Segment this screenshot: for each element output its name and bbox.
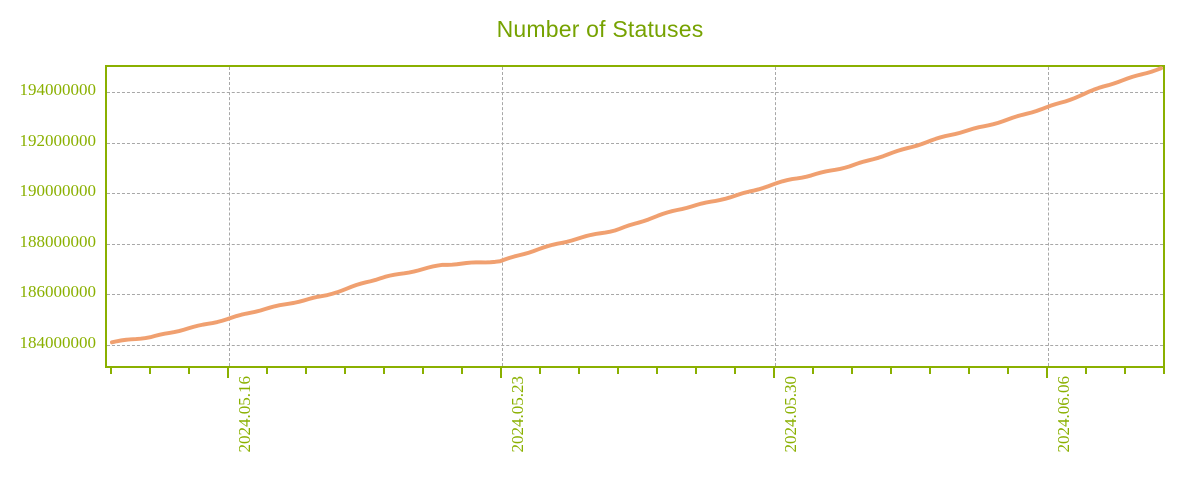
x-axis-tick-mark-major	[1046, 368, 1048, 378]
x-axis-tick-label: 2024.06.06	[1054, 376, 1073, 453]
series-polyline	[109, 66, 1163, 345]
y-axis-tick-label: 194000000	[19, 80, 97, 100]
gridline-horizontal	[107, 92, 1163, 94]
x-axis-tick-mark-minor	[305, 368, 307, 374]
x-axis-tick-mark-minor	[968, 368, 970, 374]
x-axis-tick-mark-minor	[422, 368, 424, 374]
x-axis-tick-mark-minor	[266, 368, 268, 374]
x-axis-tick-mark-minor	[461, 368, 463, 374]
y-axis-tick-label: 190000000	[19, 181, 97, 201]
gridline-vertical	[229, 67, 230, 366]
x-axis-tick-mark-minor	[1163, 368, 1165, 374]
y-axis-tick-label: 184000000	[19, 332, 97, 352]
x-axis-tick-label: 2024.05.30	[781, 376, 800, 453]
x-axis-tick-mark-major	[227, 368, 229, 378]
gridline-horizontal	[107, 294, 1163, 296]
x-axis-tick-mark-minor	[110, 368, 112, 374]
x-axis-tick-mark-minor	[1007, 368, 1009, 374]
gridline-horizontal	[107, 142, 1163, 144]
x-axis-tick-mark-minor	[929, 368, 931, 374]
x-axis-tick-mark-major	[500, 368, 502, 378]
gridline-vertical	[502, 67, 503, 366]
gridline-vertical	[775, 67, 776, 366]
gridline-vertical	[1048, 67, 1049, 366]
x-axis-tick-mark-minor	[188, 368, 190, 374]
x-axis-tick-mark-minor	[812, 368, 814, 374]
x-axis-tick-mark-minor	[656, 368, 658, 374]
x-axis-tick-mark-minor	[539, 368, 541, 374]
x-axis-tick-mark-minor	[851, 368, 853, 374]
x-axis-tick-mark-major	[773, 368, 775, 378]
x-axis-tick-label: 2024.05.23	[508, 376, 527, 453]
x-axis-tick-mark-minor	[344, 368, 346, 374]
x-axis-tick-mark-minor	[734, 368, 736, 374]
data-series-line	[109, 66, 1163, 345]
x-axis-tick-mark-minor	[695, 368, 697, 374]
x-axis-tick-mark-minor	[1124, 368, 1126, 374]
x-axis-tick-mark-minor	[383, 368, 385, 374]
plot-area	[105, 65, 1165, 368]
gridline-horizontal	[107, 344, 1163, 346]
x-axis-tick-mark-minor	[149, 368, 151, 374]
x-axis-tick-mark-minor	[617, 368, 619, 374]
x-axis-tick-mark-minor	[1085, 368, 1087, 374]
x-axis-tick-mark-minor	[578, 368, 580, 374]
y-axis-tick-label: 186000000	[19, 282, 97, 302]
x-axis-tick-label: 2024.05.16	[235, 376, 254, 453]
x-axis-tick-mark-minor	[890, 368, 892, 374]
y-axis-tick-label: 188000000	[19, 231, 97, 251]
gridline-horizontal	[107, 193, 1163, 195]
chart-title: Number of Statuses	[496, 16, 704, 42]
gridline-horizontal	[107, 243, 1163, 245]
y-axis-tick-label: 192000000	[19, 130, 97, 150]
